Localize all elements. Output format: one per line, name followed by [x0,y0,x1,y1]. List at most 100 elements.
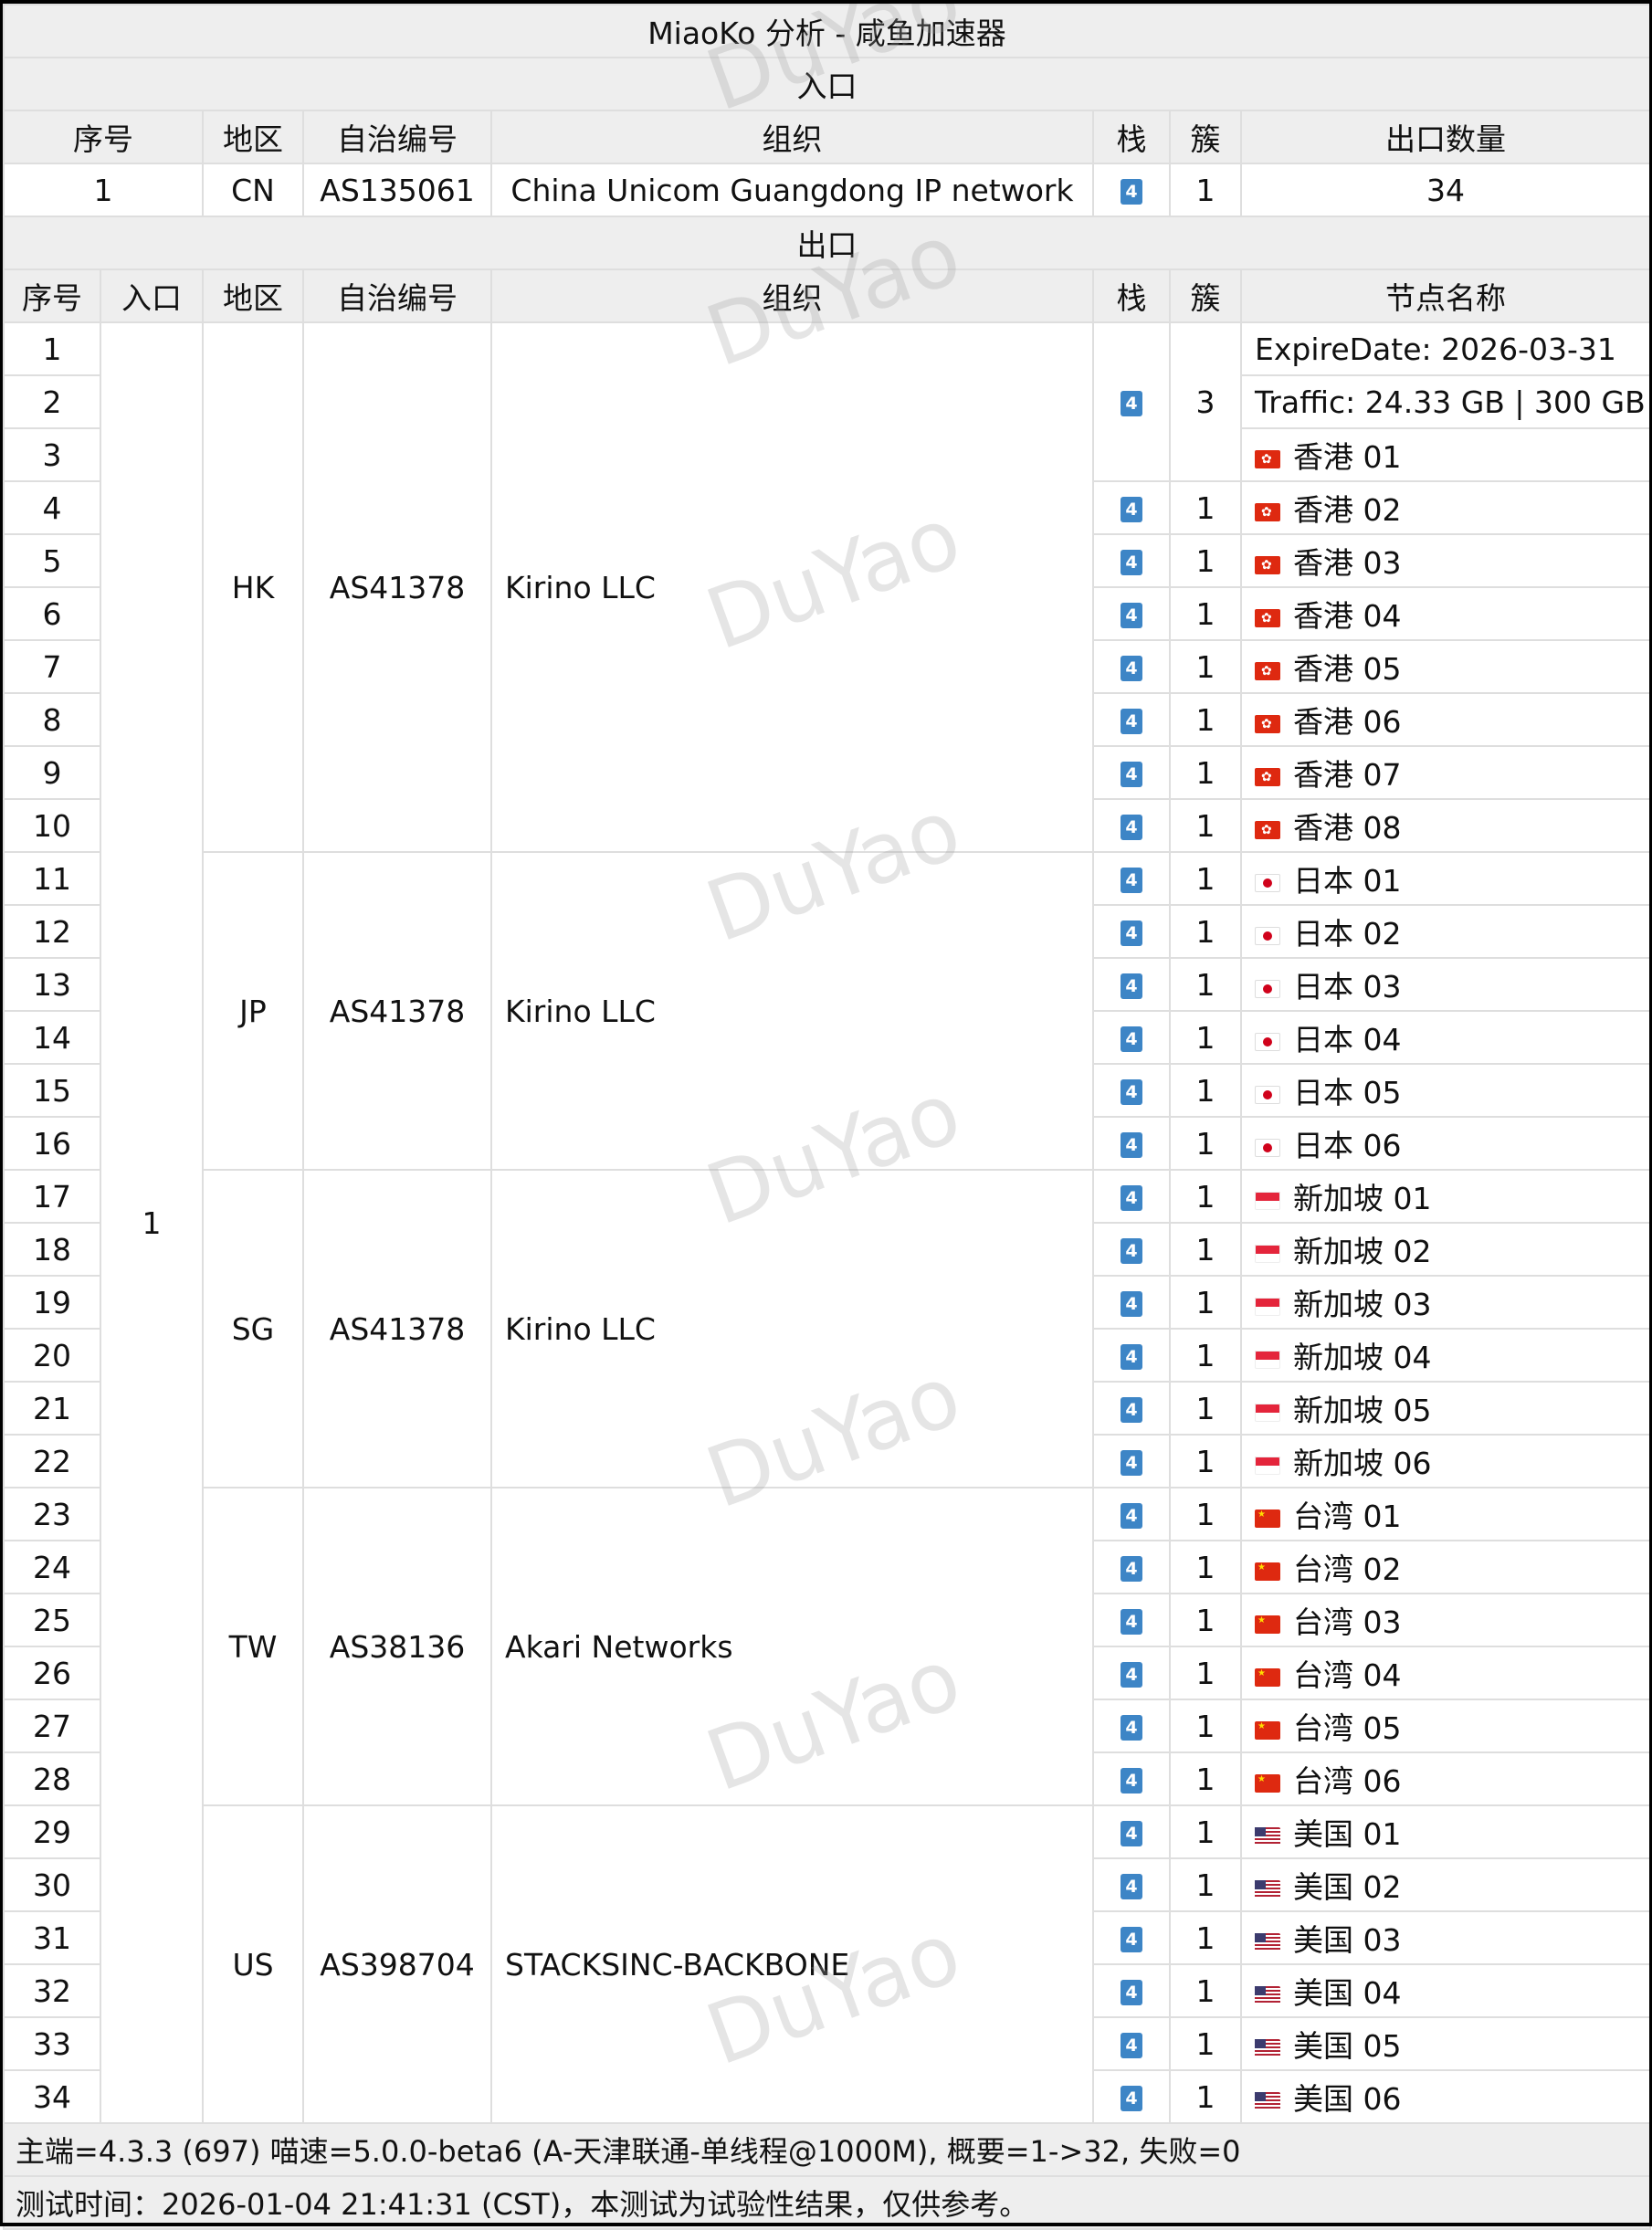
cn-flag-icon [1255,1720,1280,1740]
exit-cluster: 1 [1169,2016,1242,2071]
exit-row: 2 Traffic: 24.33 GB | 300 GB [3,374,1651,429]
exit-node-name: 台湾 06 [1240,1751,1651,1806]
ipv4-stack-badge: 4 [1121,1662,1142,1688]
exit-region: SG [202,1169,304,1488]
exit-index: 30 [3,1857,101,1912]
exit-row: 6 4 1 香港 04 [3,586,1651,641]
ipv4-stack-badge: 4 [1121,1450,1142,1476]
exit-index: 27 [3,1699,101,1753]
cn-flag-icon [1255,1667,1280,1687]
exit-cluster: 1 [1169,533,1242,588]
header-entry: 入口 [100,268,204,323]
exit-region: TW [202,1487,304,1806]
exit-row: 34 4 1 美国 06 [3,2069,1651,2124]
exit-node-name: 香港 01 [1240,427,1651,482]
exit-index: 19 [3,1275,101,1330]
ipv4-stack-badge: 4 [1121,1503,1142,1529]
exit-index: 8 [3,692,101,747]
cn-flag-icon [1255,1615,1280,1634]
exit-stack: 4 [1092,1646,1171,1700]
exit-node-name: 美国 03 [1240,1910,1651,1965]
exit-cluster: 1 [1169,1751,1242,1806]
exit-index: 26 [3,1646,101,1700]
node-name-text: 美国 01 [1293,1816,1402,1852]
ipv4-stack-badge: 4 [1121,1609,1142,1635]
exit-node-name: 香港 05 [1240,639,1651,694]
header-node-name: 节点名称 [1240,268,1651,323]
exit-row: 16 4 1 日本 06 [3,1116,1651,1171]
exit-stack: 4 [1092,2016,1171,2071]
node-name-text: 香港 02 [1293,492,1402,528]
sg-flag-icon [1255,1403,1280,1422]
exit-stack: 4 [1092,1434,1171,1488]
exit-row: 4 4 1 香港 02 [3,480,1651,535]
exit-cluster: 1 [1169,745,1242,800]
us-flag-icon [1255,1932,1280,1951]
node-name-text: 新加坡 02 [1293,1234,1432,1269]
ipv4-stack-badge: 4 [1121,2086,1142,2111]
exit-stack: 4 [1092,1593,1171,1647]
exit-row: 12 4 1 日本 02 [3,904,1651,959]
us-flag-icon [1255,1985,1280,2004]
exit-stack: 4 [1092,1804,1171,1859]
exit-index: 22 [3,1434,101,1488]
node-name-text: 台湾 06 [1293,1763,1402,1799]
exit-row: 18 4 1 新加坡 02 [3,1222,1651,1277]
header-cluster: 簇 [1169,110,1242,164]
node-name-text: 美国 02 [1293,1869,1402,1905]
exit-region: HK [202,321,304,853]
exit-stack: 4 [1092,1699,1171,1753]
exit-index: 18 [3,1222,101,1277]
report-title: MiaoKo 分析 - 咸鱼加速器 [3,4,1651,58]
exit-index: 29 [3,1804,101,1859]
exit-row: 19 4 1 新加坡 03 [3,1275,1651,1330]
node-name-text: 日本 02 [1293,916,1402,952]
exit-cluster: 1 [1169,639,1242,694]
node-name-text: 日本 04 [1293,1022,1402,1057]
exit-row: 22 4 1 新加坡 06 [3,1434,1651,1488]
exit-node-name: 台湾 01 [1240,1487,1651,1541]
entry-header-row: 序号 地区 自治编号 组织 栈 簇 出口数量 [3,110,1651,164]
exit-stack: 4 [1092,1010,1171,1065]
entry-asn: AS135061 [302,163,492,217]
ipv4-stack-badge: 4 [1121,1185,1142,1211]
cn-flag-icon [1255,1562,1280,1581]
ipv4-stack-badge: 4 [1121,550,1142,575]
us-flag-icon [1255,1879,1280,1899]
sg-flag-icon [1255,1191,1280,1210]
exit-cluster: 1 [1169,1328,1242,1383]
exit-index: 13 [3,957,101,1012]
exit-cluster: 1 [1169,1963,1242,2018]
node-name-text: 新加坡 06 [1293,1446,1432,1481]
ipv4-stack-badge: 4 [1121,179,1142,205]
ipv4-stack-badge: 4 [1121,1927,1142,1952]
exit-stack: 4 [1092,1857,1171,1912]
exit-row: 15 4 1 日本 05 [3,1063,1651,1118]
footer-version-summary: 主端=4.3.3 (697) 喵速=5.0.0-beta6 (A-天津联通-单线… [3,2122,1651,2177]
exit-index: 16 [3,1116,101,1171]
node-name-text: 美国 06 [1293,2081,1402,2117]
sg-flag-icon [1255,1456,1280,1475]
exit-index: 1 [3,321,101,376]
exit-org: Akari Networks [490,1487,1094,1806]
exit-cluster: 1 [1169,1063,1242,1118]
exit-stack: 4 [1092,904,1171,959]
exit-cluster: 1 [1169,1540,1242,1594]
exit-index: 6 [3,586,101,641]
exit-asn: AS38136 [302,1487,492,1806]
exit-node-name: 新加坡 03 [1240,1275,1651,1330]
exit-index: 15 [3,1063,101,1118]
exit-asn: AS398704 [302,1804,492,2124]
jp-flag-icon [1255,926,1280,945]
exit-cluster: 1 [1169,1275,1242,1330]
exit-index: 24 [3,1540,101,1594]
exit-row: 17 SG AS41378 Kirino LLC 4 1 新加坡 01 [3,1169,1651,1488]
ipv4-stack-badge: 4 [1121,603,1142,628]
exit-stack: 4 [1092,533,1171,588]
exit-cluster: 1 [1169,1116,1242,1171]
exit-section-label: 出口 [3,216,1651,270]
node-name-text: 香港 03 [1293,545,1402,581]
exit-node-name: 日本 06 [1240,1116,1651,1171]
hk-flag-icon [1255,767,1280,786]
